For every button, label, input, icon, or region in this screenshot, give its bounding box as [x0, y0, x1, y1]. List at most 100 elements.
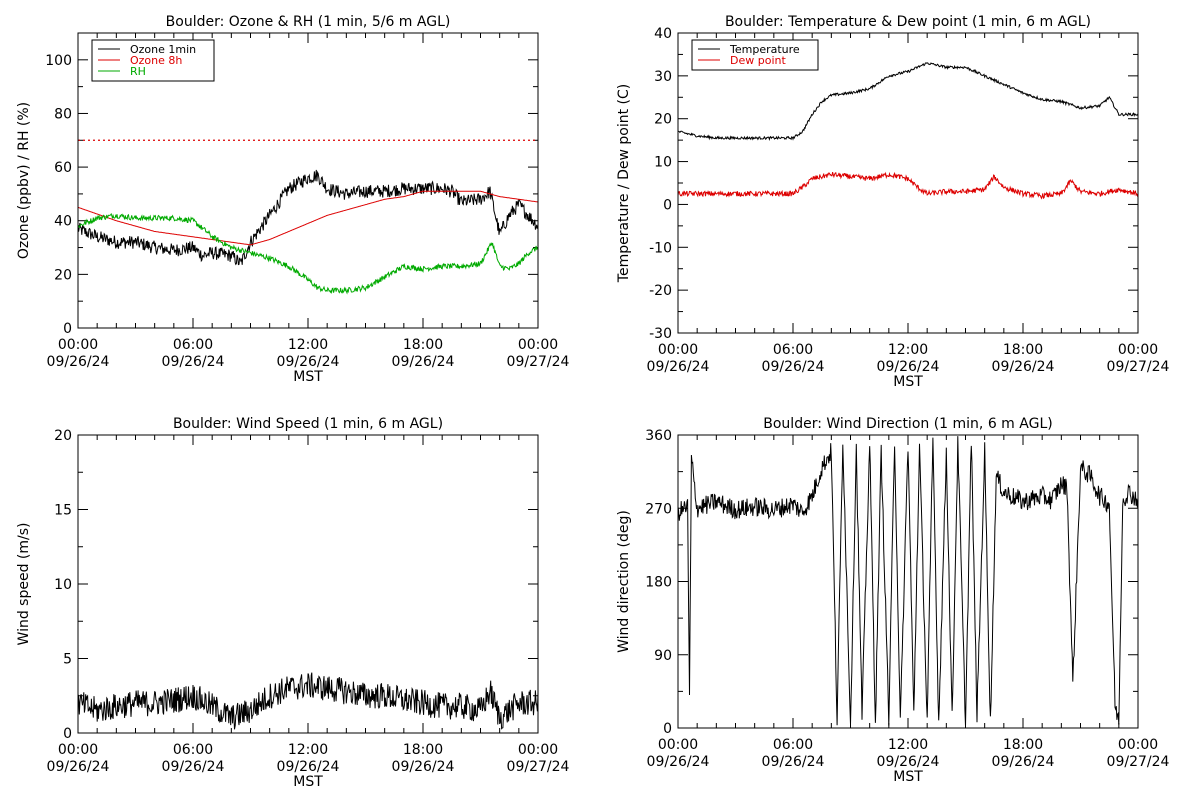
y-tick-label: 30 [654, 69, 672, 85]
y-axis-title: Wind speed (m/s) [16, 523, 32, 646]
legend-label: Dew point [730, 54, 786, 67]
x-tick-time-label: 00:00 [1118, 737, 1158, 753]
y-tick-label: 90 [654, 648, 672, 664]
x-tick-time-label: 18:00 [1003, 737, 1043, 753]
y-tick-label: -20 [649, 283, 672, 299]
legend-box [691, 39, 819, 71]
plot-frame [77, 434, 539, 734]
chart-panel-4: Boulder: Wind Direction (1 min, 6 m AGL)… [616, 416, 1170, 785]
y-tick-label: 20 [654, 112, 672, 128]
y-tick-label: 40 [654, 26, 672, 42]
x-tick-time-label: 06:00 [173, 337, 213, 353]
y-tick-label: -30 [649, 326, 672, 342]
y-tick-label: 0 [63, 726, 72, 742]
series-line-1 [78, 169, 538, 266]
x-tick-time-label: 06:00 [773, 737, 813, 753]
x-tick-date-label: 09/26/24 [392, 354, 455, 370]
chart-panel-1: Boulder: Ozone & RH (1 min, 5/6 m AGL) Oz… [16, 14, 570, 385]
x-tick-date-label: 09/27/24 [507, 354, 570, 370]
y-tick-label: 10 [54, 577, 72, 593]
x-tick-date-label: 09/26/24 [162, 759, 225, 775]
y-tick-label: 20 [54, 267, 72, 283]
y-tick-label: 15 [54, 503, 72, 519]
legend-label: RH [130, 65, 146, 78]
chart-title: Boulder: Ozone & RH (1 min, 5/6 m AGL) [166, 14, 451, 30]
x-tick-time-label: 18:00 [1003, 342, 1043, 358]
y-tick-label: 5 [63, 652, 72, 668]
x-tick-date-label: 09/26/24 [992, 754, 1055, 770]
x-tick-date-label: 09/26/24 [877, 359, 940, 375]
x-axis-title: MST [893, 374, 923, 390]
x-tick-date-label: 09/27/24 [1107, 359, 1170, 375]
y-tick-label: 40 [54, 214, 72, 230]
x-tick-time-label: 12:00 [888, 737, 928, 753]
y-tick-label: -10 [649, 240, 672, 256]
x-tick-date-label: 09/27/24 [507, 759, 570, 775]
series-line-2 [678, 171, 1138, 200]
legend-label: Temperature [729, 43, 800, 56]
y-tick-label: 80 [54, 106, 72, 122]
x-tick-date-label: 09/26/24 [392, 759, 455, 775]
x-axis-title: MST [293, 369, 323, 385]
y-tick-label: 360 [645, 428, 672, 444]
legend-label: Ozone 8h [130, 54, 182, 67]
x-tick-time-label: 00:00 [58, 742, 98, 758]
chart-title: Boulder: Temperature & Dew point (1 min,… [725, 14, 1091, 30]
series-line-1 [678, 62, 1138, 141]
y-tick-label: 180 [645, 575, 672, 591]
y-tick-label: 0 [63, 321, 72, 337]
y-tick-label: 100 [45, 53, 72, 69]
y-tick-label: 20 [54, 428, 72, 444]
x-tick-date-label: 09/26/24 [762, 754, 825, 770]
y-tick-label: 0 [663, 197, 672, 213]
y-tick-label: 0 [663, 721, 672, 737]
chart-title: Boulder: Wind Direction (1 min, 6 m AGL) [763, 416, 1052, 432]
x-axis-title: MST [893, 769, 923, 785]
plot-frame [77, 32, 539, 329]
x-tick-date-label: 09/26/24 [277, 354, 340, 370]
chart-panel-2: Boulder: Temperature & Dew point (1 min,… [616, 14, 1170, 390]
plot-frame [677, 434, 1139, 729]
series-line-3 [78, 212, 538, 295]
x-tick-time-label: 00:00 [518, 337, 558, 353]
x-tick-time-label: 00:00 [658, 737, 698, 753]
x-tick-date-label: 09/26/24 [647, 754, 710, 770]
y-tick-label: 60 [54, 160, 72, 176]
series-line-1 [678, 436, 1138, 727]
x-tick-date-label: 09/26/24 [47, 354, 110, 370]
y-tick-label: 270 [645, 501, 672, 517]
x-tick-date-label: 09/26/24 [992, 359, 1055, 375]
x-tick-time-label: 06:00 [173, 742, 213, 758]
y-axis-title: Temperature / Dew point (C) [616, 84, 632, 283]
series-line-1 [78, 672, 538, 730]
x-tick-date-label: 09/26/24 [647, 359, 710, 375]
chart-title: Boulder: Wind Speed (1 min, 6 m AGL) [173, 416, 443, 432]
x-tick-date-label: 09/27/24 [1107, 754, 1170, 770]
y-axis-title: Ozone (ppbv) / RH (%) [16, 102, 32, 259]
x-tick-time-label: 18:00 [403, 337, 443, 353]
x-tick-time-label: 00:00 [58, 337, 98, 353]
plot-frame [677, 32, 1139, 334]
x-tick-time-label: 12:00 [288, 742, 328, 758]
x-tick-time-label: 06:00 [773, 342, 813, 358]
y-tick-label: 10 [654, 155, 672, 171]
legend-label: Ozone 1min [130, 43, 196, 56]
x-tick-time-label: 00:00 [658, 342, 698, 358]
x-tick-date-label: 09/26/24 [877, 754, 940, 770]
x-tick-time-label: 00:00 [518, 742, 558, 758]
x-tick-date-label: 09/26/24 [47, 759, 110, 775]
x-tick-time-label: 12:00 [288, 337, 328, 353]
x-tick-time-label: 00:00 [1118, 342, 1158, 358]
chart-panel-3: Boulder: Wind Speed (1 min, 6 m AGL) Wind… [16, 416, 570, 790]
x-tick-time-label: 18:00 [403, 742, 443, 758]
y-axis-title: Wind direction (deg) [616, 510, 632, 653]
x-tick-time-label: 12:00 [888, 342, 928, 358]
x-tick-date-label: 09/26/24 [162, 354, 225, 370]
series-line-2 [78, 190, 538, 246]
x-tick-date-label: 09/26/24 [762, 359, 825, 375]
x-axis-title: MST [293, 774, 323, 790]
x-tick-date-label: 09/26/24 [277, 759, 340, 775]
